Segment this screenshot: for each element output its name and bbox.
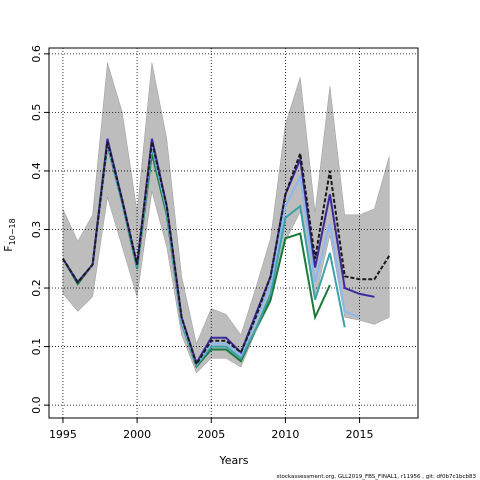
x-axis-label: Years xyxy=(218,454,248,467)
plot-frame xyxy=(48,47,419,419)
y-axis-label: F10−18 xyxy=(2,218,17,251)
y-tick-label: 0.4 xyxy=(30,162,43,180)
x-tick-label: 2000 xyxy=(123,428,151,441)
footer: stockassessment.org, GLL2019_FBS_FINAL1,… xyxy=(276,474,476,480)
y-tick-label: 0.3 xyxy=(30,221,43,239)
y-tick-label: 0.0 xyxy=(30,396,43,414)
x-tick-label: 2010 xyxy=(271,428,299,441)
confidence-band xyxy=(62,62,390,374)
y-axis-label-sub: 10−18 xyxy=(8,218,17,245)
x-tick-label: 2015 xyxy=(346,428,374,441)
x-tick-label: 1995 xyxy=(49,428,77,441)
series-line xyxy=(62,141,391,367)
y-tick-label: 0.1 xyxy=(30,338,43,356)
y-tick-label: 0.5 xyxy=(30,104,43,122)
y-tick-label: 0.6 xyxy=(30,45,43,63)
x-tick-label: 2005 xyxy=(197,428,225,441)
y-axis-label-main: F xyxy=(2,245,15,251)
series-line xyxy=(62,138,375,366)
y-tick-label: 0.2 xyxy=(30,279,43,297)
